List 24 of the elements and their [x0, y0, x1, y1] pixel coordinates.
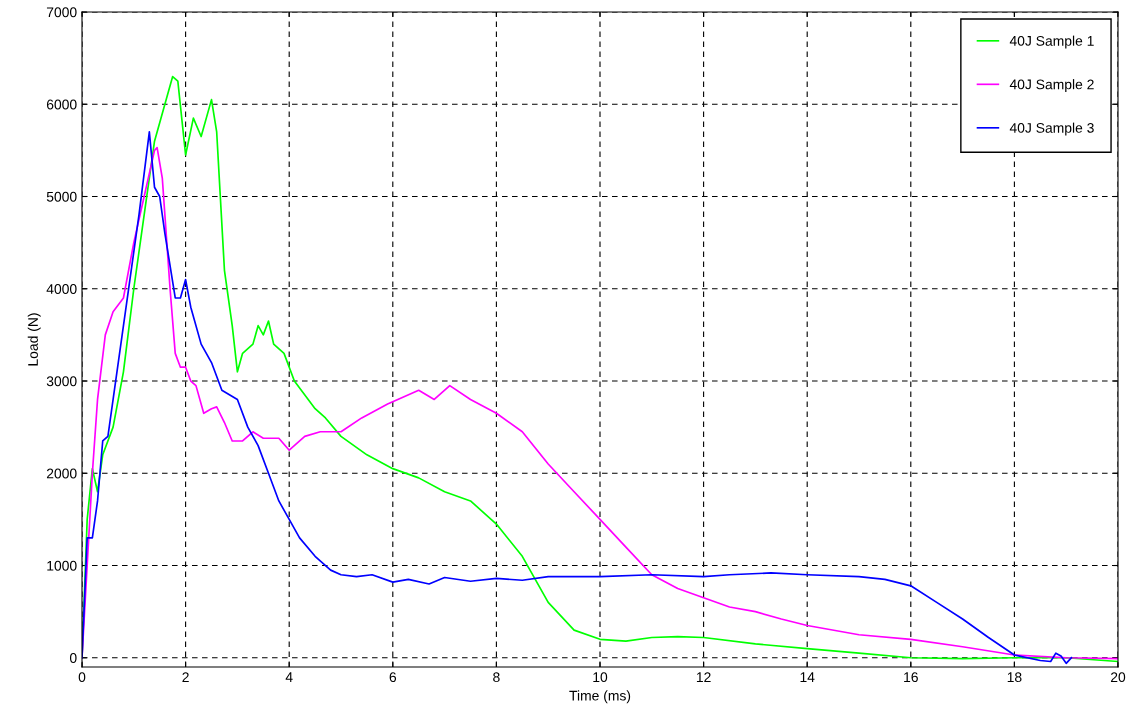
x-tick-label: 0 — [78, 672, 86, 683]
y-tick-label: 3000 — [46, 376, 77, 387]
x-tick-label: 18 — [1007, 672, 1022, 683]
x-tick-label: 12 — [696, 672, 711, 682]
x-tick-label: 4 — [285, 672, 293, 682]
y-tick-label: 7000 — [46, 7, 77, 18]
x-tick-label: 8 — [493, 672, 500, 683]
y-tick-label: 6000 — [46, 99, 77, 110]
x-tick-label: 10 — [593, 672, 608, 683]
y-tick-label: 1000 — [47, 560, 77, 571]
legend-label: 40J Sample 3 — [1009, 122, 1094, 136]
y-tick-label: 4000 — [46, 284, 77, 294]
x-tick-label: 2 — [182, 672, 189, 682]
legend-label: 40J Sample 1 — [1009, 35, 1094, 49]
legend-label: 40J Sample 2 — [1009, 79, 1094, 93]
x-tick-label: 6 — [389, 672, 397, 683]
y-tick-label: 0 — [69, 653, 77, 663]
x-tick-label: 20 — [1110, 672, 1126, 683]
y-tick-label: 5000 — [46, 191, 77, 202]
y-axis-title: Load (N) — [27, 313, 41, 366]
x-tick-label: 16 — [904, 672, 918, 683]
x-tick-label: 14 — [800, 672, 815, 682]
y-tick-label: 2000 — [46, 468, 77, 479]
x-axis-title: Time (ms) — [569, 690, 631, 704]
